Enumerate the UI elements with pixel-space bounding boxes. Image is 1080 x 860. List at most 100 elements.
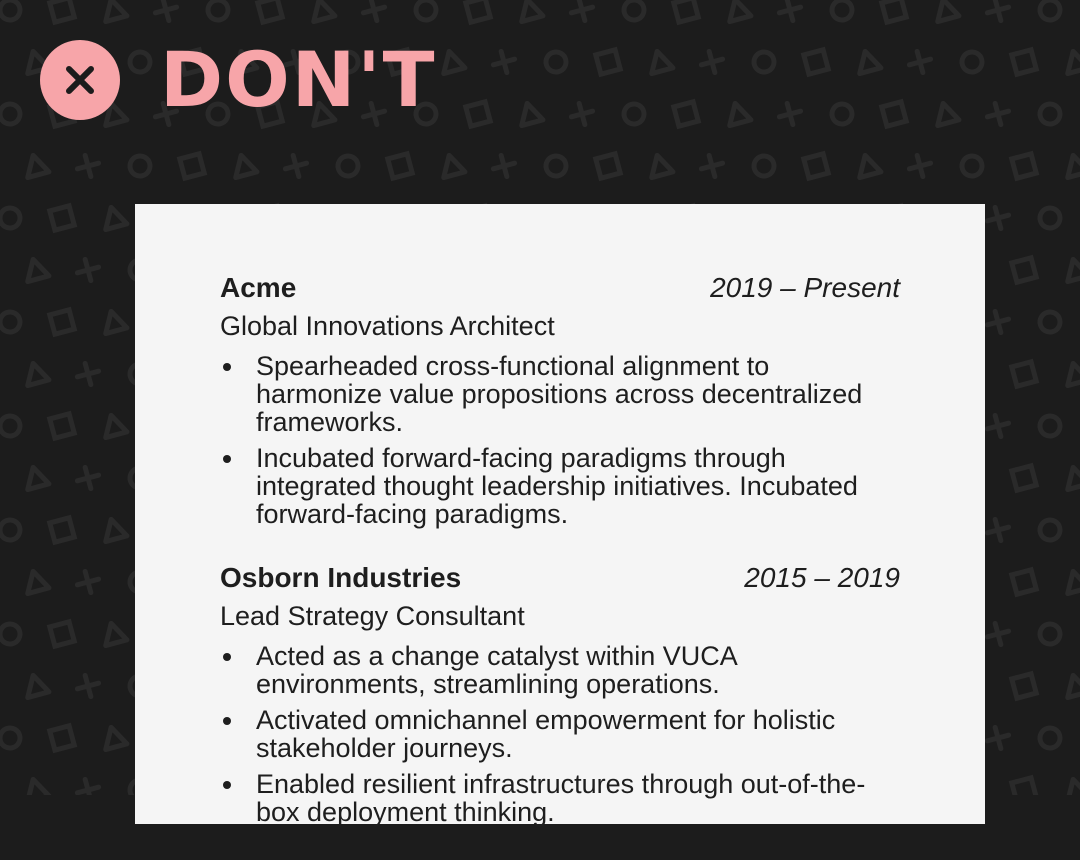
pattern-shape: [649, 48, 676, 77]
pattern-shape: [25, 152, 52, 181]
pattern-shape: [1065, 464, 1080, 493]
pattern-shape: [984, 516, 1012, 544]
pattern-shape: [1065, 256, 1080, 285]
bullet-item: Spearheaded cross-functional alignment t…: [220, 352, 900, 436]
pattern-shape: [335, 49, 361, 75]
pattern-shape: [984, 0, 1012, 24]
pattern-shape: [0, 621, 23, 647]
pattern-shape: [543, 49, 569, 75]
pattern-shape: [311, 0, 338, 25]
pattern-shape: [698, 152, 726, 180]
pattern-shape: [1065, 672, 1080, 701]
pattern-shape: [127, 153, 153, 179]
job-title: Lead Strategy Consultant: [220, 601, 525, 631]
pattern-shape: [0, 0, 23, 23]
pattern-shape: [360, 0, 388, 24]
bullet-dot-icon: [223, 455, 231, 463]
pattern-shape: [621, 101, 647, 127]
pattern-shape: [670, 98, 702, 130]
pattern-shape: [519, 0, 546, 25]
pattern-shape: [360, 100, 388, 128]
pattern-shape: [490, 48, 518, 76]
pattern-shape: [103, 412, 130, 441]
pattern-shape: [1008, 150, 1040, 182]
pattern-shape: [127, 49, 153, 75]
pattern-shape: [1037, 413, 1063, 439]
pattern-shape: [46, 306, 78, 338]
pattern-shape: [1008, 46, 1040, 78]
pattern-shape: [1008, 670, 1040, 702]
pattern-shape: [1008, 358, 1040, 390]
pattern-shape: [800, 150, 832, 182]
pattern-shape: [490, 152, 518, 180]
pattern-shape: [46, 202, 78, 234]
pattern-shape: [103, 0, 130, 25]
pattern-shape: [906, 152, 934, 180]
bullet-text: Incubated forward-facing paradigms throu…: [256, 443, 858, 529]
pattern-shape: [1037, 725, 1063, 751]
pattern-shape: [103, 100, 130, 129]
pattern-shape: [829, 101, 855, 127]
pattern-shape: [103, 620, 130, 649]
pattern-shape: [1008, 774, 1040, 795]
pattern-shape: [649, 152, 676, 181]
pattern-shape: [727, 0, 754, 25]
pattern-shape: [25, 256, 52, 285]
pattern-shape: [233, 152, 260, 181]
pattern-shape: [25, 464, 52, 493]
pattern-shape: [984, 308, 1012, 336]
pattern-shape: [0, 309, 23, 335]
pattern-shape: [25, 672, 52, 701]
pattern-shape: [1037, 517, 1063, 543]
pattern-shape: [176, 150, 208, 182]
pattern-shape: [1065, 776, 1080, 795]
bullet-text: Spearheaded cross-functional alignment t…: [256, 351, 863, 437]
pattern-shape: [727, 100, 754, 129]
pattern-shape: [384, 46, 416, 78]
pattern-shape: [46, 514, 78, 546]
pattern-shape: [441, 48, 468, 77]
pattern-shape: [1037, 621, 1063, 647]
pattern-shape: [25, 48, 52, 77]
pattern-shape: [384, 150, 416, 182]
pattern-shape: [935, 0, 962, 25]
pattern-shape: [25, 568, 52, 597]
bullet-item: Acted as a change catalyst within VUCA e…: [220, 642, 900, 698]
pattern-shape: [800, 46, 832, 78]
pattern-shape: [1065, 568, 1080, 597]
bullet-item: Incubated forward-facing paradigms throu…: [220, 444, 900, 528]
pattern-shape: [906, 48, 934, 76]
pattern-shape: [74, 152, 102, 180]
bullet-dot-icon: [223, 653, 231, 661]
pattern-shape: [1008, 254, 1040, 286]
pattern-shape: [776, 100, 804, 128]
pattern-shape: [1065, 48, 1080, 77]
dont-title: DON'T: [160, 35, 437, 124]
pattern-shape: [74, 568, 102, 596]
bullet-dot-icon: [223, 363, 231, 371]
pattern-shape: [0, 725, 23, 751]
pattern-shape: [152, 100, 180, 128]
pattern-shape: [0, 101, 23, 127]
pattern-shape: [829, 0, 855, 23]
pattern-shape: [282, 48, 310, 76]
pattern-shape: [592, 46, 624, 78]
pattern-shape: [751, 49, 777, 75]
pattern-shape: [621, 0, 647, 23]
pattern-shape: [103, 204, 130, 233]
pattern-shape: [1037, 101, 1063, 127]
pattern-shape: [74, 360, 102, 388]
job-title: Global Innovations Architect: [220, 311, 555, 341]
pattern-shape: [74, 776, 102, 795]
pattern-shape: [568, 0, 596, 24]
pattern-shape: [751, 153, 777, 179]
pattern-shape: [1037, 309, 1063, 335]
pattern-shape: [959, 49, 985, 75]
pattern-shape: [0, 205, 23, 231]
job-dates: 2019 – Present: [710, 272, 900, 303]
pattern-shape: [413, 101, 439, 127]
pattern-shape: [46, 410, 78, 442]
pattern-shape: [74, 256, 102, 284]
job-header: Osborn Industries 2015 – 2019: [220, 562, 900, 598]
pattern-shape: [335, 153, 361, 179]
